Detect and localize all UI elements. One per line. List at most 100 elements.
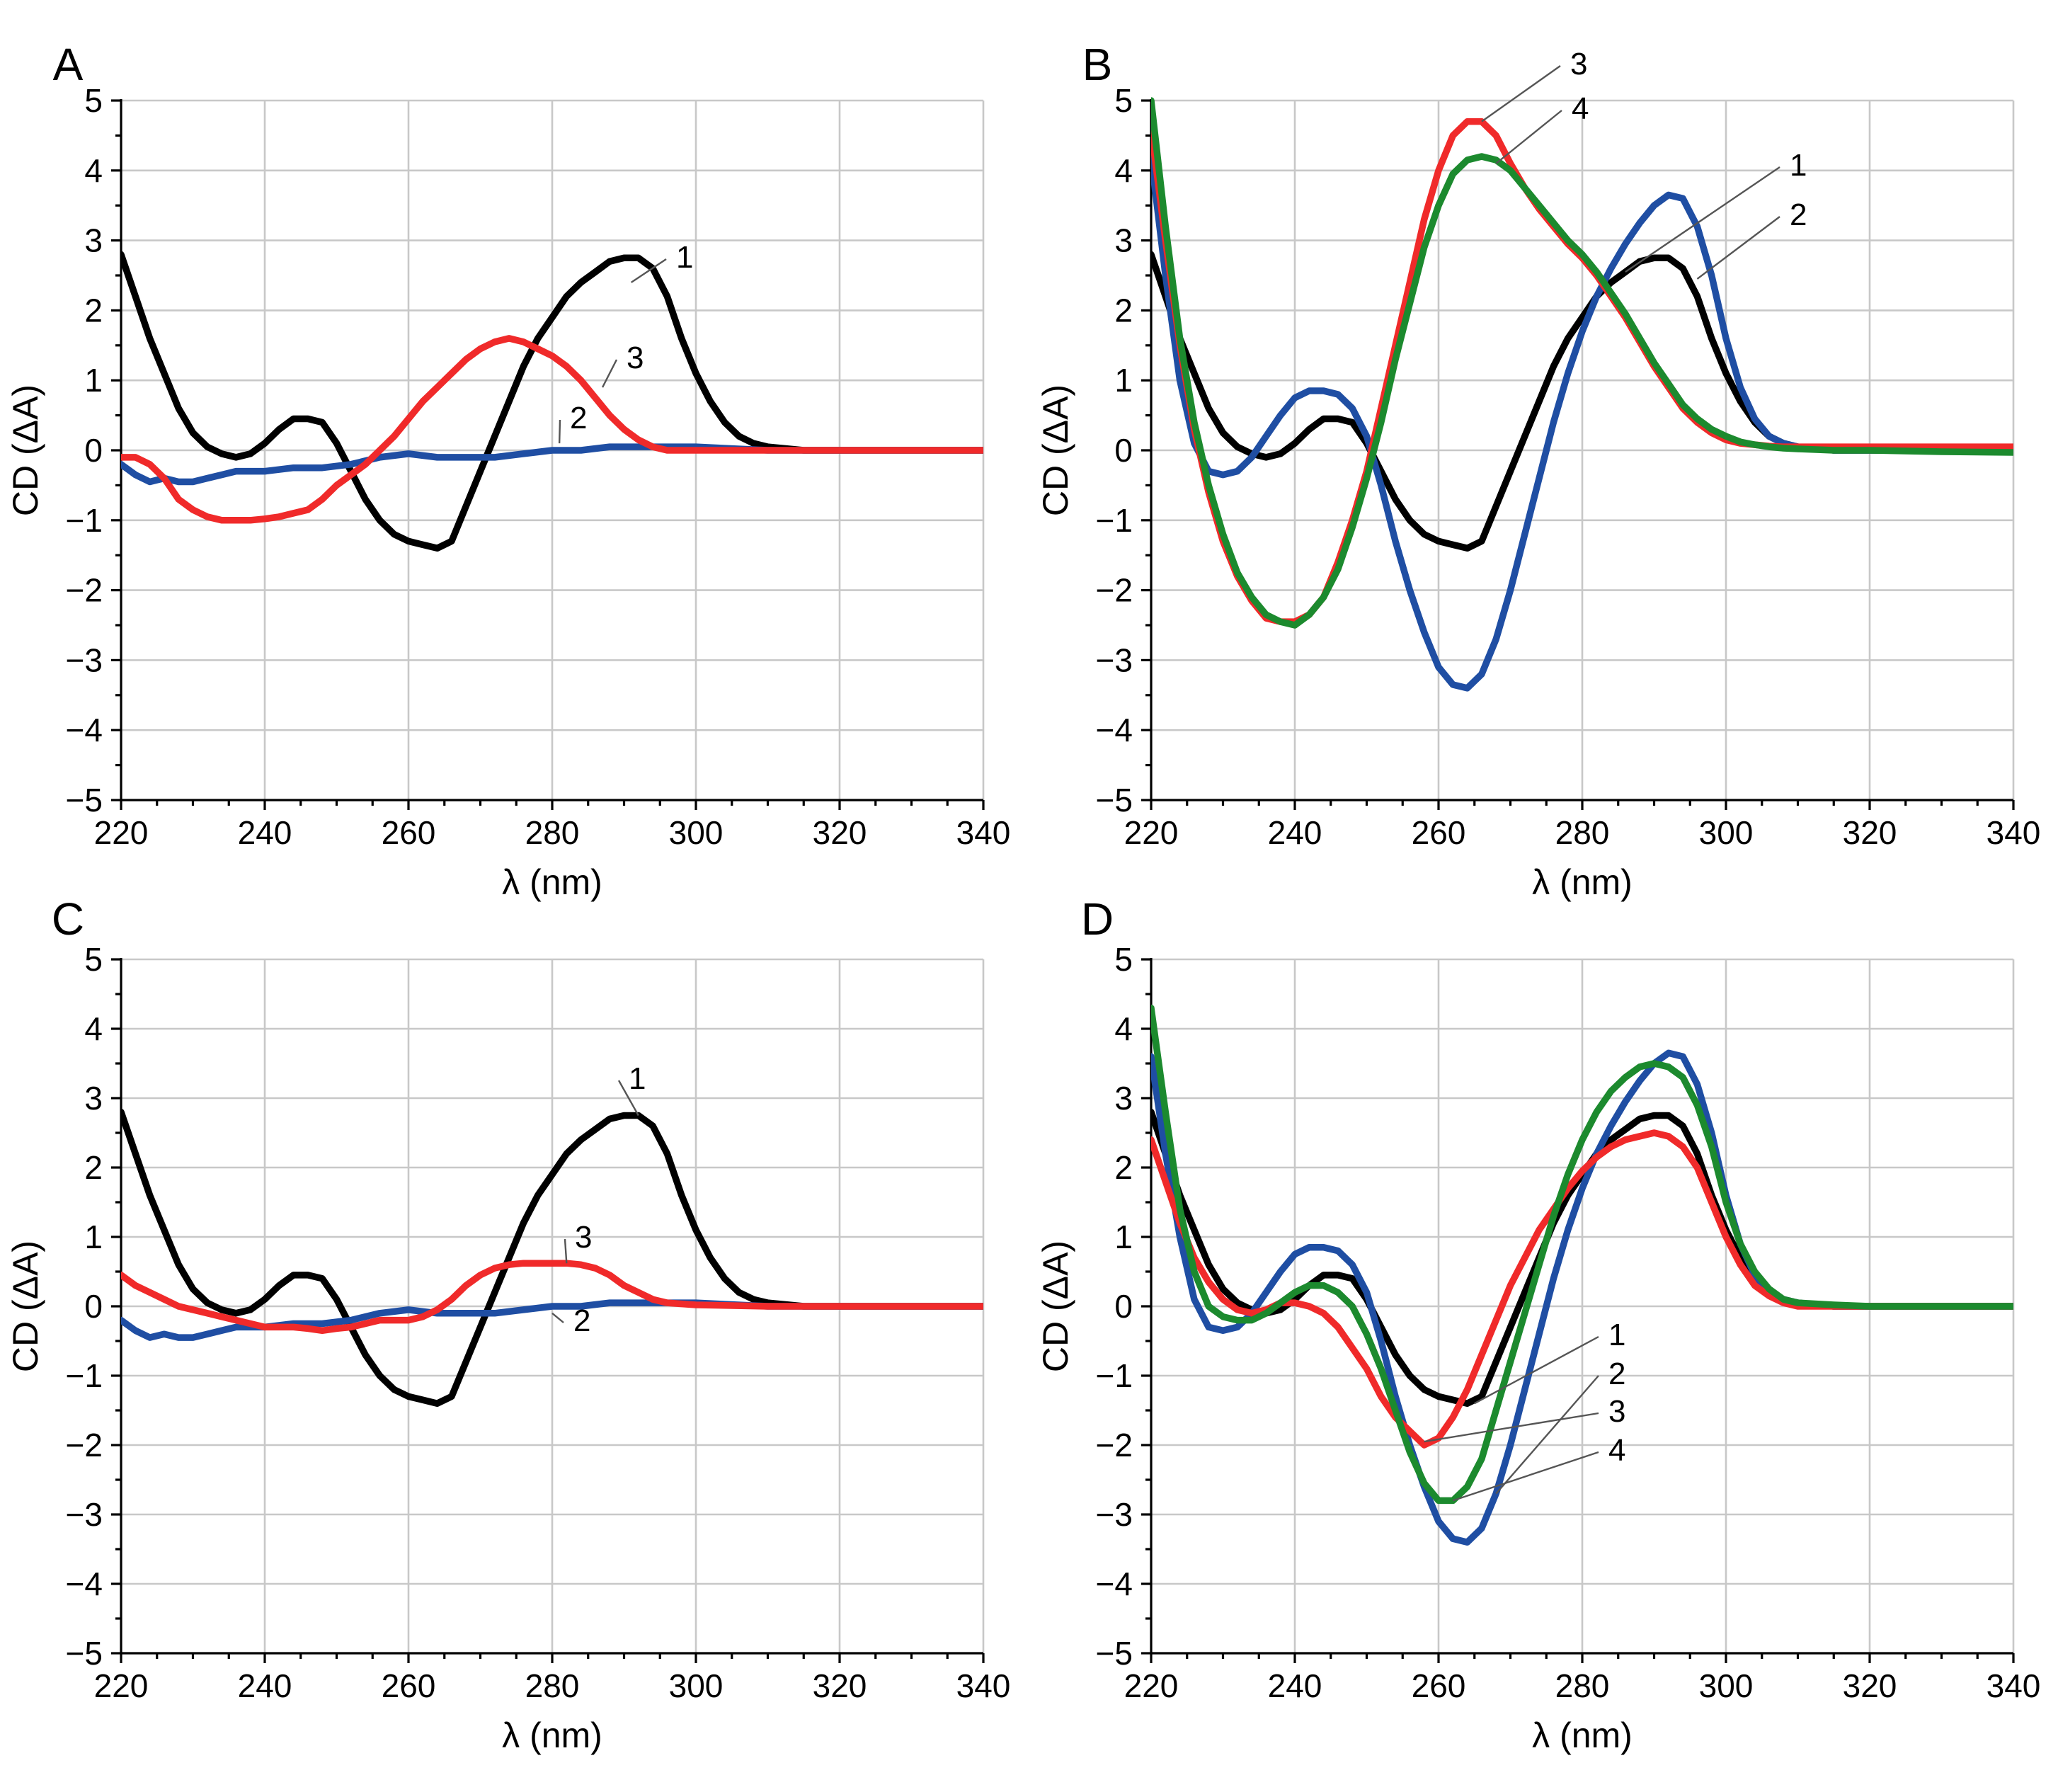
leader-line — [551, 1312, 564, 1323]
y-tick-label: −1 — [1096, 1357, 1133, 1394]
y-tick-label: 1 — [84, 1219, 103, 1255]
series-1-line — [1151, 251, 2013, 552]
x-tick-label: 240 — [1268, 1667, 1322, 1704]
leader-line — [1696, 216, 1780, 280]
panel-label: C — [52, 894, 84, 944]
y-tick-label: 0 — [1114, 432, 1133, 469]
curve-label-3: 3 — [601, 341, 644, 388]
x-axis-title: λ (nm) — [1532, 862, 1633, 902]
x-tick-label: 280 — [1555, 814, 1610, 851]
leader-line — [558, 419, 561, 444]
x-tick-label: 220 — [94, 814, 149, 851]
curve-number: 3 — [1570, 47, 1587, 81]
curve-number: 4 — [1608, 1433, 1625, 1468]
y-tick-label: 3 — [1114, 222, 1133, 259]
y-tick-label: −2 — [66, 1427, 103, 1463]
y-tick-label: 0 — [84, 1288, 103, 1325]
x-tick-label: 220 — [1124, 814, 1179, 851]
series-group — [121, 1108, 983, 1407]
x-tick-label: 220 — [1124, 1667, 1179, 1704]
curve-label-2: 2 — [558, 401, 587, 444]
x-tick-label: 260 — [1412, 814, 1466, 851]
y-tick-label: 2 — [1114, 1149, 1133, 1186]
x-tick-label: 280 — [525, 814, 580, 851]
panel-label: A — [53, 39, 84, 90]
y-tick-label: −1 — [1096, 502, 1133, 539]
y-tick-label: 3 — [84, 1080, 103, 1117]
y-tick-label: −2 — [1096, 572, 1133, 609]
y-tick-label: −4 — [66, 1565, 103, 1602]
curve-label-1: 1 — [1625, 148, 1807, 273]
y-tick-label: 0 — [84, 432, 103, 469]
curve-label-1: 1 — [1474, 1318, 1625, 1405]
leader-line — [617, 1080, 639, 1117]
y-tick-label: −1 — [66, 502, 103, 539]
y-tick-label: −4 — [1096, 712, 1133, 748]
x-tick-label: 320 — [1843, 814, 1897, 851]
curve-number: 2 — [1608, 1357, 1625, 1391]
x-tick-label: 300 — [669, 814, 724, 851]
curve-label-1: 1 — [617, 1061, 646, 1117]
y-tick-label: 1 — [1114, 1219, 1133, 1255]
x-tick-label: 320 — [1843, 1667, 1897, 1704]
series-4-line — [1151, 1004, 2013, 1505]
leader-line — [601, 359, 618, 388]
curve-number: 3 — [575, 1220, 592, 1255]
y-tick-label: −2 — [66, 572, 103, 609]
series-2-line — [1151, 153, 2013, 692]
curve-label-2: 2 — [1696, 198, 1807, 280]
x-tick-label: 320 — [813, 814, 867, 851]
curve-number: 1 — [676, 240, 693, 275]
leader-line — [1474, 1335, 1599, 1405]
y-tick-label: −2 — [1096, 1427, 1133, 1463]
curve-number: 2 — [1790, 198, 1807, 232]
y-tick-label: 2 — [84, 1149, 103, 1186]
y-tick-label: 4 — [1114, 1010, 1133, 1047]
x-tick-label: 300 — [669, 1667, 724, 1704]
curve-label-3: 3 — [1424, 1394, 1625, 1443]
y-tick-label: −5 — [66, 782, 103, 818]
x-tick-label: 260 — [382, 1667, 436, 1704]
panel-label: B — [1082, 39, 1113, 90]
y-tick-label: 4 — [84, 1010, 103, 1047]
y-tick-label: −3 — [1096, 641, 1133, 678]
x-tick-label: 260 — [382, 814, 436, 851]
y-tick-label: 2 — [1114, 292, 1133, 329]
curve-label-4: 4 — [1452, 1433, 1625, 1502]
y-tick-label: 5 — [84, 941, 103, 978]
y-tick-label: 5 — [1114, 82, 1133, 119]
x-axis-title: λ (nm) — [502, 862, 602, 902]
y-tick-label: −4 — [66, 712, 103, 748]
x-tick-label: 280 — [1555, 1667, 1610, 1704]
series-group — [1151, 1004, 2013, 1546]
x-tick-label: 240 — [238, 1667, 292, 1704]
curve-number: 2 — [570, 401, 587, 435]
y-tick-label: −5 — [1096, 1635, 1133, 1672]
x-tick-label: 260 — [1412, 1667, 1466, 1704]
y-tick-label: 4 — [84, 152, 103, 189]
y-tick-label: 5 — [84, 82, 103, 119]
y-tick-label: 3 — [84, 222, 103, 259]
leader-line — [1452, 1451, 1599, 1502]
curve-number: 3 — [627, 341, 644, 375]
curve-label-4: 4 — [1495, 91, 1589, 164]
x-tick-label: 240 — [238, 814, 292, 851]
y-axis-title: CD (ΔA) — [6, 1240, 45, 1372]
series-1-line — [121, 251, 983, 552]
x-tick-label: 340 — [1986, 814, 2041, 851]
leader-line — [564, 1238, 568, 1264]
y-tick-label: 1 — [84, 362, 103, 399]
y-tick-label: 4 — [1114, 152, 1133, 189]
panel-label: D — [1081, 894, 1114, 944]
y-tick-label: 3 — [1114, 1080, 1133, 1117]
x-tick-label: 300 — [1699, 814, 1754, 851]
curve-number: 3 — [1608, 1394, 1625, 1429]
y-axis-title: CD (ΔA) — [1036, 384, 1075, 516]
y-tick-label: 5 — [1114, 941, 1133, 978]
x-tick-label: 320 — [813, 1667, 867, 1704]
